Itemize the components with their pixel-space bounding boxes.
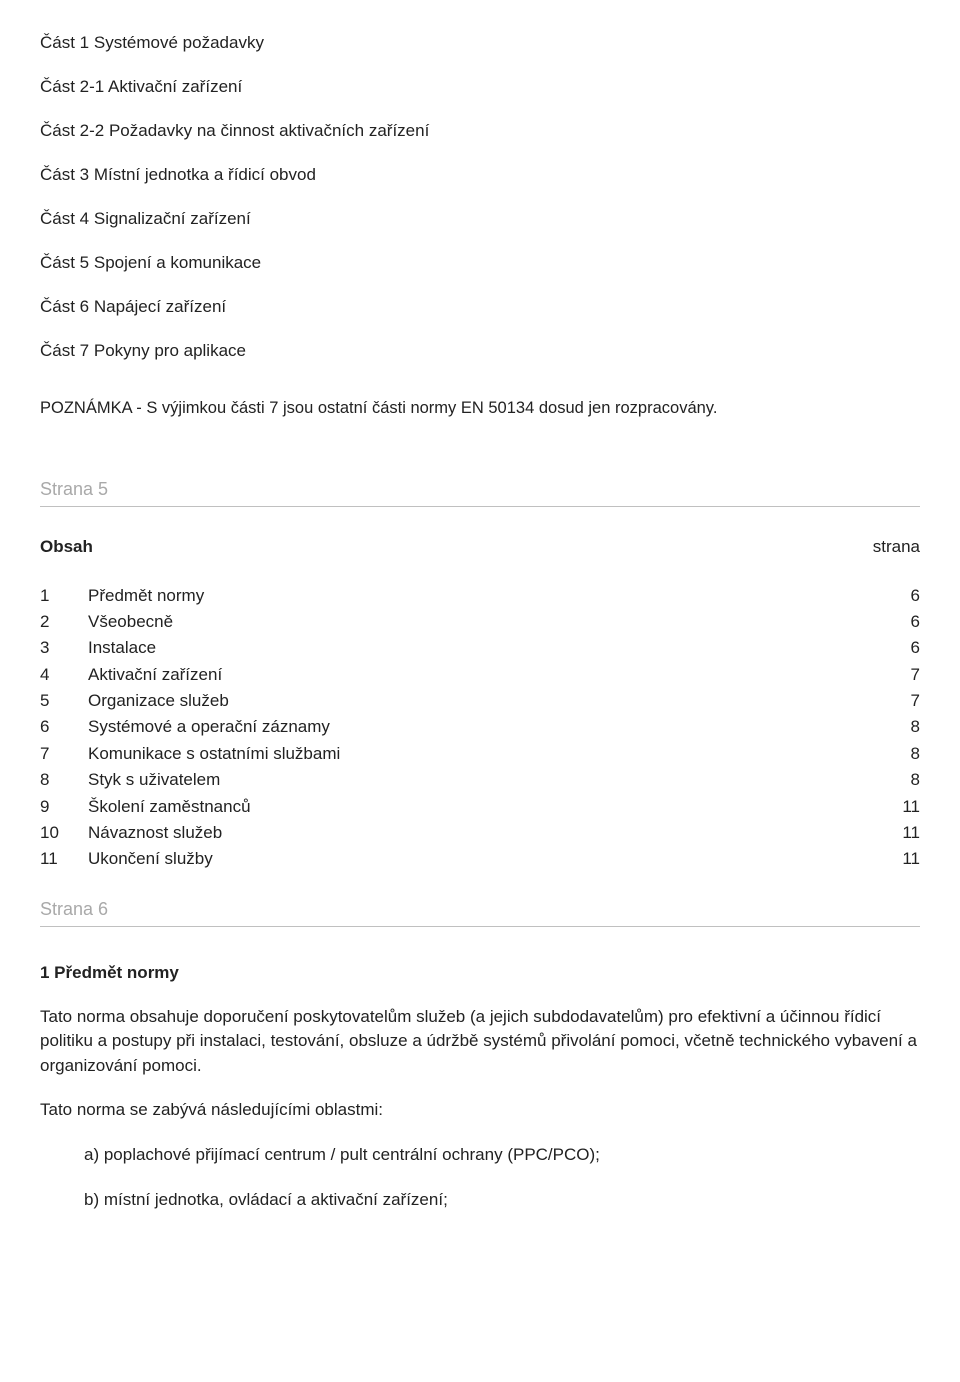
page-rule <box>40 506 920 507</box>
page-rule <box>40 926 920 927</box>
part-item: Část 6 Napájecí zařízení <box>40 296 920 319</box>
list-item: b) místní jednotka, ovládací a aktivační… <box>84 1188 920 1213</box>
toc-title: Návaznost služeb <box>88 820 880 846</box>
section-heading: 1 Předmět normy <box>40 963 920 983</box>
toc-title: Organizace služeb <box>88 688 880 714</box>
toc-title: Instalace <box>88 635 880 661</box>
toc-page: 8 <box>880 714 920 740</box>
part-list: Část 1 Systémové požadavky Část 2-1 Akti… <box>40 32 920 363</box>
toc-page: 11 <box>880 820 920 846</box>
toc-page: 6 <box>880 583 920 609</box>
toc-row: 5 Organizace služeb 7 <box>40 688 920 714</box>
toc-row: 4 Aktivační zařízení 7 <box>40 662 920 688</box>
page-label-6: Strana 6 <box>40 899 920 920</box>
toc-page: 11 <box>880 794 920 820</box>
toc-row: 1 Předmět normy 6 <box>40 583 920 609</box>
toc-title: Ukončení služby <box>88 846 880 872</box>
toc-num: 9 <box>40 794 88 820</box>
toc-title: Aktivační zařízení <box>88 662 880 688</box>
toc-header: Obsah strana <box>40 537 920 557</box>
toc-num: 3 <box>40 635 88 661</box>
toc-page: 8 <box>880 767 920 793</box>
page-label-5: Strana 5 <box>40 479 920 500</box>
toc-page: 11 <box>880 846 920 872</box>
toc-row: 10 Návaznost služeb 11 <box>40 820 920 846</box>
note-text: POZNÁMKA - S výjimkou části 7 jsou ostat… <box>40 397 920 419</box>
toc-title: Komunikace s ostatními službami <box>88 741 880 767</box>
toc-row: 3 Instalace 6 <box>40 635 920 661</box>
toc-page: 6 <box>880 635 920 661</box>
toc-page: 6 <box>880 609 920 635</box>
toc-title: Všeobecně <box>88 609 880 635</box>
part-item: Část 1 Systémové požadavky <box>40 32 920 55</box>
toc-num: 4 <box>40 662 88 688</box>
part-item: Část 3 Místní jednotka a řídicí obvod <box>40 164 920 187</box>
toc-header-left: Obsah <box>40 537 93 557</box>
part-item: Část 4 Signalizační zařízení <box>40 208 920 231</box>
toc-row: 9 Školení zaměstnanců 11 <box>40 794 920 820</box>
toc-num: 10 <box>40 820 88 846</box>
toc-page: 7 <box>880 688 920 714</box>
toc-row: 6 Systémové a operační záznamy 8 <box>40 714 920 740</box>
toc-page: 7 <box>880 662 920 688</box>
body-paragraph: Tato norma se zabývá následujícími oblas… <box>40 1098 920 1123</box>
toc-header-right: strana <box>873 537 920 557</box>
body-paragraph: Tato norma obsahuje doporučení poskytova… <box>40 1005 920 1079</box>
toc-num: 6 <box>40 714 88 740</box>
toc-page: 8 <box>880 741 920 767</box>
part-item: Část 7 Pokyny pro aplikace <box>40 340 920 363</box>
toc-title: Školení zaměstnanců <box>88 794 880 820</box>
toc-num: 5 <box>40 688 88 714</box>
toc-row: 7 Komunikace s ostatními službami 8 <box>40 741 920 767</box>
toc-num: 2 <box>40 609 88 635</box>
toc-num: 8 <box>40 767 88 793</box>
part-item: Část 5 Spojení a komunikace <box>40 252 920 275</box>
toc-row: 8 Styk s uživatelem 8 <box>40 767 920 793</box>
toc-row: 11 Ukončení služby 11 <box>40 846 920 872</box>
part-item: Část 2-1 Aktivační zařízení <box>40 76 920 99</box>
toc-title: Systémové a operační záznamy <box>88 714 880 740</box>
toc-num: 1 <box>40 583 88 609</box>
toc-table: 1 Předmět normy 6 2 Všeobecně 6 3 Instal… <box>40 583 920 873</box>
toc-num: 7 <box>40 741 88 767</box>
toc-title: Styk s uživatelem <box>88 767 880 793</box>
list-item: a) poplachové přijímací centrum / pult c… <box>84 1143 920 1168</box>
toc-row: 2 Všeobecně 6 <box>40 609 920 635</box>
toc-num: 11 <box>40 846 88 872</box>
toc-title: Předmět normy <box>88 583 880 609</box>
part-item: Část 2-2 Požadavky na činnost aktivačníc… <box>40 120 920 143</box>
